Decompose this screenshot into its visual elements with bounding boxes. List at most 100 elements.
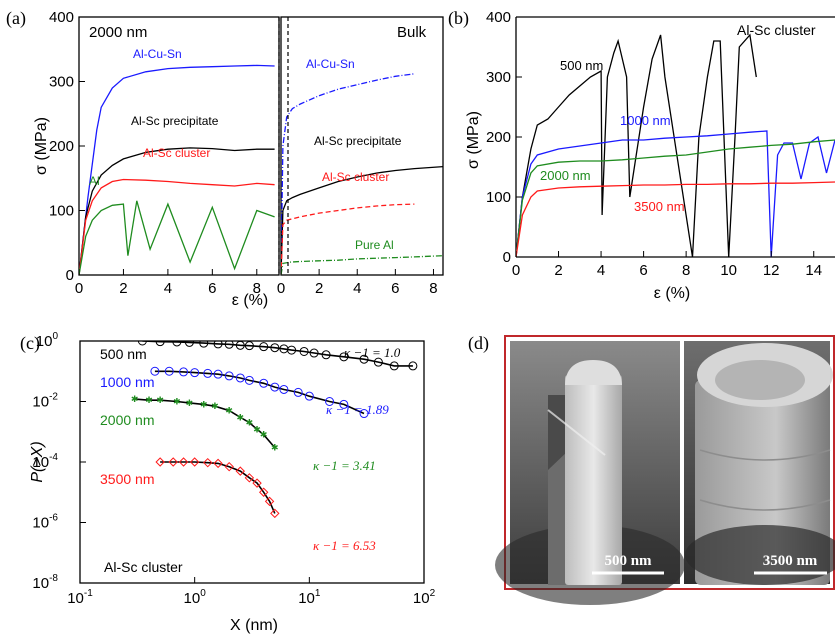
label-3500nm-c: 3500 nm xyxy=(100,471,154,487)
data-point xyxy=(408,361,418,371)
panel-c-letter: (c) xyxy=(20,333,40,354)
panel-a-left-title: 2000 nm xyxy=(89,24,147,41)
data-point: ✱ xyxy=(131,394,139,404)
data-point xyxy=(359,354,369,364)
data-point: ✱ xyxy=(186,398,194,408)
data-point xyxy=(264,496,275,507)
fit-line-2 xyxy=(134,398,276,449)
label-2000nm-c: 2000 nm xyxy=(100,412,154,428)
data-point xyxy=(203,368,213,378)
series-line-al-sc-cluster xyxy=(79,178,275,275)
x-tick-label: 101 xyxy=(298,588,321,607)
label-1000nm-b: 1000 nm xyxy=(620,113,671,128)
panel-a-right-frame xyxy=(280,16,444,276)
data-point xyxy=(203,457,213,468)
y-tick-label: 100 xyxy=(49,203,74,220)
data-point xyxy=(235,373,245,383)
label-al-sc-cluster-bulk: Al-Sc cluster xyxy=(322,170,389,184)
data-point xyxy=(137,341,147,346)
series-line-3500-nm xyxy=(516,181,835,257)
label-500nm-b: 500 nm xyxy=(560,58,603,73)
data-point: ✱ xyxy=(260,430,268,440)
data-point: ✱ xyxy=(211,401,219,411)
data-point: ✱ xyxy=(145,395,153,405)
panel-a-xlabel: ε (%) xyxy=(232,292,268,309)
data-point xyxy=(259,378,269,388)
data-point: ✱ xyxy=(173,397,181,407)
series-line-al-sc-precipitate xyxy=(281,165,443,275)
x-tick-label: 2 xyxy=(554,262,562,279)
data-point xyxy=(224,371,234,381)
series-line-1000-nm xyxy=(516,130,835,257)
y-tick-label: 0 xyxy=(66,267,74,284)
sem-image-500nm xyxy=(495,341,685,605)
x-tick-label: 0 xyxy=(75,280,83,297)
panel-b-tag: Al-Sc cluster xyxy=(737,22,816,38)
data-point xyxy=(389,361,399,371)
data-point xyxy=(235,466,246,476)
kappa-3500nm: κ −1 = 6.53 xyxy=(313,538,376,553)
x-tick-label: 10 xyxy=(720,262,737,279)
data-point xyxy=(309,348,319,358)
label-al-sc-precipitate-a: Al-Sc precipitate xyxy=(131,114,219,128)
data-point: ✱ xyxy=(253,424,261,434)
panel-a-right-title: Bulk xyxy=(397,24,427,41)
y-tick-label: 10-2 xyxy=(32,392,58,411)
x-tick-label: 100 xyxy=(184,588,207,607)
data-point xyxy=(359,409,369,419)
data-point xyxy=(258,487,269,497)
data-point xyxy=(184,341,194,347)
y-tick-label: 10-8 xyxy=(32,573,58,592)
label-al-sc-cluster-a: Al-Sc cluster xyxy=(143,146,210,160)
x-tick-label: 4 xyxy=(353,280,361,297)
data-point xyxy=(150,366,160,376)
panel-a-left: 0 2 4 6 8 0 100 200 300 400 2000 nm Al-Cu-Sn Al-S… xyxy=(49,9,280,297)
x-tick-label: 6 xyxy=(391,280,399,297)
data-point xyxy=(304,391,314,401)
x-tick-label: 0 xyxy=(512,262,520,279)
kappa-1000nm: κ −1 = 1.89 xyxy=(326,402,389,417)
label-2000nm-b: 2000 nm xyxy=(540,168,591,183)
data-point xyxy=(321,350,331,360)
panel-b-ylabel: σ (MPa) xyxy=(465,111,482,169)
data-point xyxy=(155,457,165,467)
data-point xyxy=(190,368,200,378)
series-line-al-cu-sn xyxy=(79,64,275,275)
x-tick-label: 10-1 xyxy=(67,588,93,607)
panel-c: ✱ ✱ ✱ ✱ ✱ ✱ ✱ ✱✱✱✱✱✱ 10-1 100 101 10210-810-610-41… xyxy=(32,331,435,607)
x-tick-label: 2 xyxy=(315,280,323,297)
x-tick-label: 12 xyxy=(763,262,780,279)
y-tick-label: 200 xyxy=(49,138,74,155)
data-point xyxy=(325,397,335,406)
data-point xyxy=(339,352,349,362)
panel-d: 500 nm 3500 nm xyxy=(495,335,835,605)
series-line-al-sc-cluster xyxy=(281,203,415,275)
data-point xyxy=(168,457,178,467)
data-point xyxy=(172,341,182,347)
series-line-al-sc-precipitate xyxy=(79,147,275,275)
data-point: ✱ xyxy=(200,399,208,409)
data-point xyxy=(189,457,200,467)
data-point: ✱ xyxy=(225,406,233,416)
y-tick-label: 300 xyxy=(486,69,511,86)
y-tick-label: 100 xyxy=(36,331,59,350)
y-tick-label: 200 xyxy=(486,129,511,146)
data-point: ✱ xyxy=(246,418,254,428)
series-line-pure-al xyxy=(281,255,443,275)
data-point xyxy=(164,366,174,376)
data-point xyxy=(244,473,255,483)
data-point: ✱ xyxy=(156,395,164,405)
data-point xyxy=(244,341,254,351)
panel-a-ylabel: σ (MPa) xyxy=(33,117,50,175)
series-line-al xyxy=(79,200,275,275)
panel-a-letter: (a) xyxy=(6,8,26,29)
sem-scale-label-500nm: 500 nm xyxy=(604,553,652,569)
x-tick-label: 0 xyxy=(277,280,285,297)
sem-scale-label-3500nm: 3500 nm xyxy=(763,553,818,569)
x-tick-label: 8 xyxy=(429,280,437,297)
data-point xyxy=(155,341,165,347)
data-point xyxy=(270,382,280,392)
kappa-500nm: κ −1 = 1.0 xyxy=(344,345,401,360)
x-tick-label: 6 xyxy=(208,280,216,297)
